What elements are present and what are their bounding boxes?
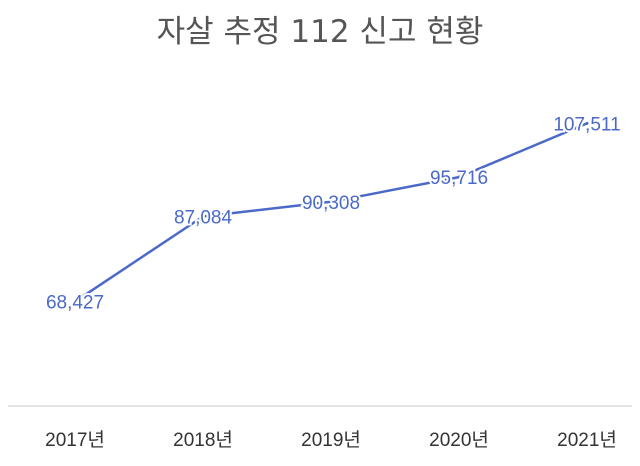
- data-point: [329, 200, 333, 204]
- x-tick-label: 2018년: [173, 429, 233, 451]
- data-label: 68,427: [46, 293, 104, 314]
- data-point: [585, 121, 589, 125]
- x-tick-label: 2021년: [557, 429, 617, 451]
- data-label: 87,084: [174, 207, 233, 228]
- data-label: 90,308: [302, 193, 360, 214]
- data-point: [73, 300, 77, 304]
- data-point: [201, 214, 205, 218]
- data-point: [457, 175, 461, 179]
- x-tick-label: 2017년: [45, 429, 105, 451]
- x-tick-label: 2019년: [301, 429, 361, 451]
- x-tick-label: 2020년: [429, 429, 489, 451]
- plot-area: 2017년 2018년 2019년 2020년 2021년 68,427 87,084 90,…: [44, 112, 623, 451]
- chart-title: 자살 추정 112 신고 현황: [157, 14, 484, 50]
- data-label: 95,716: [430, 168, 488, 189]
- data-label: 107,511: [553, 114, 620, 135]
